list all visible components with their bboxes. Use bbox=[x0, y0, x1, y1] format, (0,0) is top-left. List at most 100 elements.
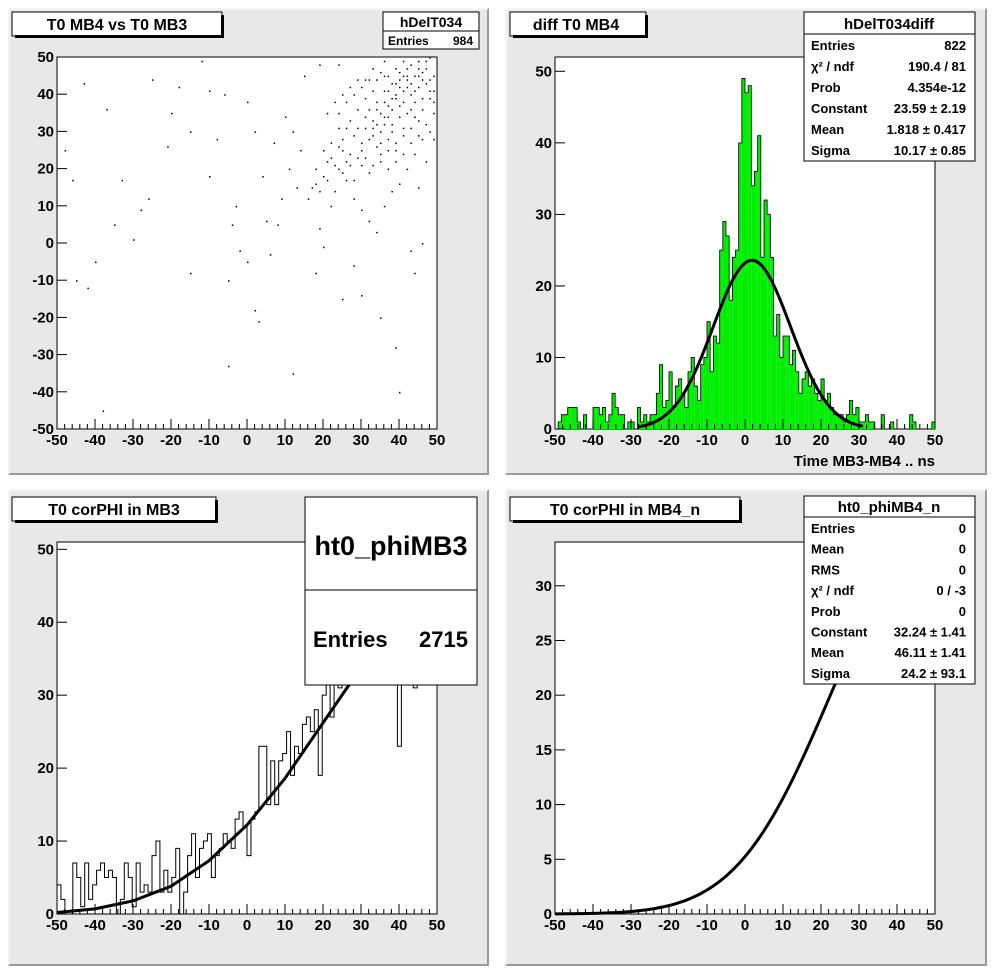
scatter-point bbox=[368, 220, 371, 223]
scatter-point bbox=[387, 168, 390, 171]
scatter-point bbox=[273, 142, 276, 145]
scatter-point bbox=[361, 164, 363, 167]
stats-title-4: ht0_phiMB4_n bbox=[838, 499, 941, 516]
scatter-point bbox=[421, 97, 424, 100]
y-tick-label: 10 bbox=[535, 797, 552, 814]
scatter-point bbox=[395, 347, 397, 349]
x-tick-label: 30 bbox=[851, 432, 868, 449]
histogram-bar bbox=[716, 343, 720, 429]
y-tick-label: 50 bbox=[535, 63, 552, 80]
scatter-point bbox=[383, 205, 386, 208]
histogram-bar bbox=[741, 78, 745, 429]
scatter-point bbox=[64, 150, 67, 152]
scatter-point bbox=[410, 109, 412, 111]
scatter-point bbox=[402, 90, 405, 92]
histogram-bar bbox=[688, 371, 692, 429]
stats-label: Entries bbox=[811, 521, 855, 536]
scatter-point bbox=[406, 68, 409, 70]
scatter-point bbox=[349, 153, 352, 156]
scatter-point bbox=[399, 116, 401, 119]
stats-label: Entries bbox=[388, 34, 429, 48]
histogram-bar bbox=[776, 314, 780, 429]
x-tick-label: -30 bbox=[620, 432, 642, 449]
stats-title-2: hDelT034diff bbox=[844, 16, 935, 33]
scatter-point bbox=[338, 127, 340, 130]
scatter-point bbox=[323, 150, 325, 152]
histogram-bar bbox=[678, 378, 682, 429]
scatter-point bbox=[421, 79, 424, 81]
stats-value: 4.354e-12 bbox=[907, 80, 966, 95]
axes-1: -50 -40 -30 -20 -10 0 10 20 30 40 50 -50 -40 -30 -20 -1… bbox=[32, 49, 445, 449]
scatter-point bbox=[368, 109, 371, 111]
scatter-point bbox=[345, 127, 348, 130]
histogram-bar bbox=[703, 357, 707, 429]
stats-value: 0 / -3 bbox=[936, 583, 966, 598]
x-axis-label-2: Time MB3-MB4 .. ns bbox=[794, 453, 935, 470]
histogram-bar bbox=[855, 407, 859, 429]
y-tick-label: 40 bbox=[37, 86, 54, 103]
scatter-point bbox=[334, 101, 336, 104]
histogram-bar bbox=[615, 407, 619, 429]
scatter-point bbox=[410, 94, 412, 96]
histogram-bar bbox=[881, 414, 885, 429]
gaussian-fit-curve bbox=[554, 663, 846, 916]
scatter-point bbox=[152, 79, 154, 81]
scatter-point bbox=[95, 261, 97, 264]
stats-value: 0 bbox=[959, 521, 966, 536]
stats-title-1: hDelT034 bbox=[400, 14, 462, 30]
scatter-point bbox=[342, 298, 344, 301]
scatter-point bbox=[330, 205, 333, 208]
scatter-point bbox=[383, 75, 386, 78]
histogram-bar bbox=[808, 386, 812, 429]
histogram-bar bbox=[912, 421, 916, 429]
x-tick-label: -50 bbox=[544, 917, 566, 934]
scatter-point bbox=[433, 101, 435, 104]
histogram-bar bbox=[605, 421, 609, 429]
scatter-point bbox=[326, 112, 329, 115]
scatter-point bbox=[418, 86, 420, 89]
scatter-point bbox=[383, 116, 386, 119]
scatter-point bbox=[395, 97, 397, 100]
x-tick-label: 50 bbox=[429, 917, 446, 934]
scatter-point bbox=[361, 150, 363, 152]
histogram-bar bbox=[732, 257, 736, 429]
scatter-point bbox=[87, 287, 89, 290]
histogram-bar bbox=[643, 414, 647, 429]
x-tick-label: -40 bbox=[582, 917, 604, 934]
scatter-point bbox=[429, 97, 431, 100]
x-tick-label: -20 bbox=[658, 917, 680, 934]
x-tick-label: 0 bbox=[243, 432, 251, 449]
stats-label: χ² / ndf bbox=[811, 583, 855, 598]
x-tick-label: -50 bbox=[544, 432, 566, 449]
y-tick-label: 25 bbox=[535, 632, 552, 649]
y-tick-label: -40 bbox=[32, 384, 54, 401]
scatter-point bbox=[315, 183, 317, 185]
scatter-point bbox=[361, 295, 363, 297]
stats-title-3: ht0_phiMB3 bbox=[314, 531, 467, 561]
x-tick-label: 10 bbox=[277, 432, 294, 449]
scatter-point bbox=[266, 220, 268, 223]
scatter-point bbox=[345, 101, 348, 104]
y-tick-label: 40 bbox=[37, 614, 54, 631]
scatter-point bbox=[228, 365, 230, 368]
scatter-point bbox=[406, 86, 409, 89]
scatter-point bbox=[425, 83, 428, 85]
histogram-bar bbox=[570, 407, 574, 429]
histogram-bar bbox=[694, 386, 698, 429]
scatter-point bbox=[418, 75, 420, 78]
plot-frame-1 bbox=[56, 56, 438, 430]
fit-curve bbox=[56, 643, 382, 915]
scatter-point bbox=[368, 172, 371, 174]
histogram-bar bbox=[833, 414, 837, 429]
scatter-point bbox=[421, 138, 424, 141]
scatter-point bbox=[334, 190, 336, 193]
stats-label: Mean bbox=[811, 122, 844, 137]
scatter-point bbox=[433, 90, 435, 92]
scatter-points bbox=[64, 57, 435, 412]
stats-value: 0 bbox=[959, 562, 966, 577]
scatter-point bbox=[391, 97, 393, 100]
scatter-point bbox=[433, 75, 435, 78]
histogram-bar bbox=[735, 250, 739, 429]
scatter-point bbox=[121, 179, 124, 182]
histogram-bar bbox=[843, 421, 847, 429]
